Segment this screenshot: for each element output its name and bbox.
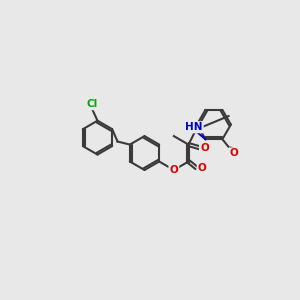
Text: O: O (198, 164, 206, 173)
Text: O: O (229, 148, 238, 158)
Text: Cl: Cl (86, 99, 98, 109)
Text: O: O (169, 165, 178, 175)
Text: O: O (200, 143, 209, 153)
Text: HN: HN (185, 122, 203, 132)
